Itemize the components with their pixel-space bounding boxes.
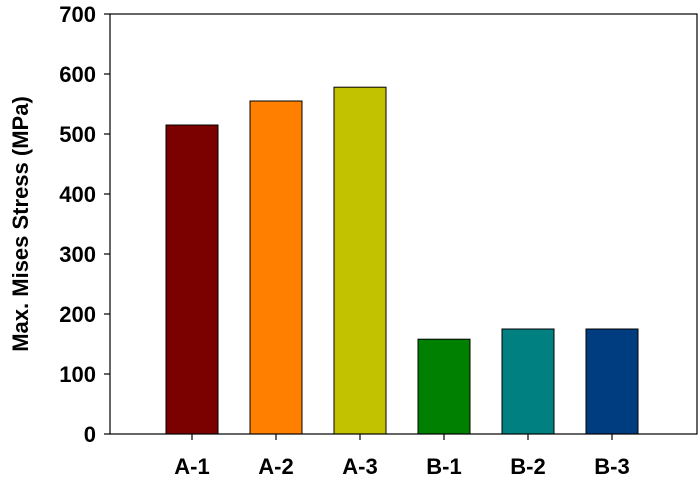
- bar-b-2: [501, 328, 555, 435]
- bar-b-1: [417, 338, 471, 435]
- x-axis-tick-labels: A-1 A-2 A-3 B-1 B-2 B-3: [174, 434, 630, 479]
- x-tick-label-b-1: B-1: [426, 454, 461, 479]
- y-tick-label: 500: [59, 122, 96, 147]
- y-tick-label: 0: [84, 422, 96, 447]
- y-tick-label: 300: [59, 242, 96, 267]
- y-tick-label: 100: [59, 362, 96, 387]
- y-tick-label: 700: [59, 2, 96, 27]
- bar-a-3: [333, 86, 387, 435]
- y-axis-title: Max. Mises Stress (MPa): [8, 96, 33, 352]
- y-tick-label: 200: [59, 302, 96, 327]
- x-tick-label-b-2: B-2: [510, 454, 545, 479]
- x-tick-label-b-3: B-3: [594, 454, 629, 479]
- x-tick-label-a-3: A-3: [342, 454, 377, 479]
- bar-a-1: [165, 124, 219, 435]
- y-tick-label: 600: [59, 62, 96, 87]
- bars: [165, 86, 639, 435]
- x-tick-label-a-2: A-2: [258, 454, 293, 479]
- bar-a-2: [249, 100, 303, 435]
- y-axis-ticks: 0 100 200 300 400 500 600 700: [59, 2, 110, 447]
- y-tick-label: 400: [59, 182, 96, 207]
- plot-frame: [109, 13, 698, 435]
- bar-b-3: [585, 328, 639, 435]
- x-tick-label-a-1: A-1: [174, 454, 209, 479]
